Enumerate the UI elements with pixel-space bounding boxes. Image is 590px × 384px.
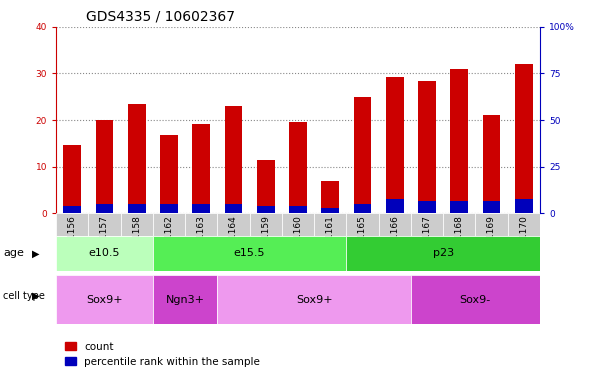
Bar: [289, 206, 307, 213]
Bar: [217, 275, 411, 324]
Text: GSM841170: GSM841170: [519, 215, 528, 270]
Text: GSM841160: GSM841160: [293, 215, 303, 270]
Text: GSM841161: GSM841161: [326, 215, 335, 270]
Bar: [225, 204, 242, 213]
Bar: [217, 213, 250, 236]
Bar: [257, 160, 274, 213]
Bar: [56, 275, 153, 324]
Bar: [56, 213, 88, 236]
Text: GSM841165: GSM841165: [358, 215, 367, 270]
Bar: [160, 204, 178, 213]
Bar: [353, 97, 371, 213]
Text: GSM841167: GSM841167: [422, 215, 431, 270]
Bar: [192, 124, 210, 213]
Bar: [418, 81, 436, 213]
Bar: [418, 202, 436, 213]
Bar: [386, 77, 404, 213]
Text: e15.5: e15.5: [234, 248, 266, 258]
Bar: [443, 213, 476, 236]
Text: Sox9+: Sox9+: [296, 295, 332, 305]
Bar: [411, 213, 443, 236]
Bar: [353, 204, 371, 213]
Bar: [96, 120, 113, 213]
Text: GSM841158: GSM841158: [132, 215, 141, 270]
Text: GSM841168: GSM841168: [455, 215, 464, 270]
Bar: [128, 104, 146, 213]
Bar: [515, 64, 533, 213]
Bar: [63, 145, 81, 213]
Text: GSM841169: GSM841169: [487, 215, 496, 270]
Bar: [185, 213, 217, 236]
Bar: [411, 275, 540, 324]
Text: GSM841163: GSM841163: [196, 215, 206, 270]
Bar: [153, 213, 185, 236]
Text: Sox9+: Sox9+: [86, 295, 123, 305]
Bar: [192, 204, 210, 213]
Bar: [346, 213, 379, 236]
Bar: [314, 213, 346, 236]
Text: Sox9-: Sox9-: [460, 295, 491, 305]
Text: GSM841162: GSM841162: [165, 215, 173, 270]
Bar: [153, 236, 346, 271]
Bar: [282, 213, 314, 236]
Bar: [88, 213, 120, 236]
Bar: [289, 122, 307, 213]
Bar: [322, 180, 339, 213]
Bar: [379, 213, 411, 236]
Bar: [483, 202, 500, 213]
Text: cell type: cell type: [3, 291, 45, 301]
Bar: [128, 204, 146, 213]
Text: ▶: ▶: [32, 248, 40, 258]
Bar: [153, 275, 217, 324]
Text: GSM841157: GSM841157: [100, 215, 109, 270]
Bar: [346, 236, 540, 271]
Bar: [450, 69, 468, 213]
Text: ▶: ▶: [32, 291, 40, 301]
Bar: [225, 106, 242, 213]
Bar: [515, 199, 533, 213]
Bar: [63, 206, 81, 213]
Text: e10.5: e10.5: [88, 248, 120, 258]
Bar: [386, 199, 404, 213]
Text: GSM841159: GSM841159: [261, 215, 270, 270]
Text: p23: p23: [432, 248, 454, 258]
Text: GDS4335 / 10602367: GDS4335 / 10602367: [86, 10, 235, 23]
Text: Ngn3+: Ngn3+: [166, 295, 205, 305]
Bar: [56, 236, 153, 271]
Bar: [483, 115, 500, 213]
Bar: [250, 213, 282, 236]
Bar: [120, 213, 153, 236]
Bar: [96, 204, 113, 213]
Bar: [450, 202, 468, 213]
Text: GSM841166: GSM841166: [390, 215, 399, 270]
Bar: [507, 213, 540, 236]
Bar: [476, 213, 507, 236]
Text: age: age: [3, 248, 24, 258]
Text: GSM841156: GSM841156: [68, 215, 77, 270]
Bar: [257, 206, 274, 213]
Bar: [322, 209, 339, 213]
Text: GSM841164: GSM841164: [229, 215, 238, 270]
Bar: [160, 135, 178, 213]
Legend: count, percentile rank within the sample: count, percentile rank within the sample: [61, 338, 264, 371]
